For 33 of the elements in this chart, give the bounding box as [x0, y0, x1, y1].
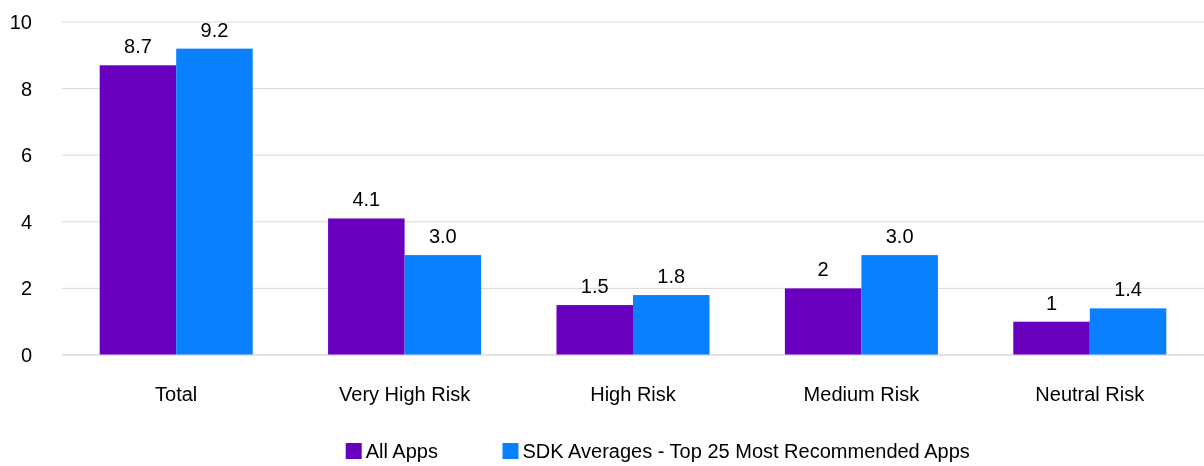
- bar: [99, 65, 177, 355]
- y-tick-label: 6: [20, 144, 32, 167]
- data-label: 8.7: [124, 35, 152, 58]
- bar: [1013, 321, 1090, 355]
- y-tick-label: 4: [20, 210, 32, 233]
- x-tick-label: Very High Risk: [339, 383, 472, 405]
- x-tick-label: Medium Risk: [803, 383, 921, 405]
- data-label: 1.4: [1114, 278, 1142, 301]
- x-tick-label: Neutral Risk: [1035, 383, 1146, 405]
- y-tick-label: 8: [20, 77, 32, 100]
- legend-label: SDK Averages - Top 25 Most Recommended Apps: [522, 440, 970, 462]
- data-label: 9.2: [200, 18, 229, 41]
- bar: [404, 255, 482, 355]
- data-label: 4.1: [352, 188, 381, 211]
- legend-label: All Apps: [365, 440, 438, 462]
- bar: [1089, 308, 1167, 355]
- y-tick-label: 10: [9, 11, 32, 33]
- data-label: 3.0: [428, 225, 457, 248]
- y-tick-label: 2: [20, 277, 32, 300]
- y-tick-label: 0: [20, 344, 32, 366]
- data-label: 1.8: [657, 265, 686, 288]
- data-label: 1.5: [580, 275, 609, 298]
- x-tick-label: High Risk: [590, 383, 677, 405]
- bar: [556, 305, 633, 355]
- bar: [176, 48, 253, 355]
- bar: [633, 295, 710, 355]
- bar: [861, 255, 938, 355]
- data-label: 3.0: [885, 225, 914, 248]
- bar: [328, 218, 405, 355]
- data-label: 2: [817, 258, 829, 281]
- bar: [784, 288, 862, 355]
- x-tick-label: Total: [155, 383, 198, 405]
- data-label: 1: [1045, 291, 1058, 314]
